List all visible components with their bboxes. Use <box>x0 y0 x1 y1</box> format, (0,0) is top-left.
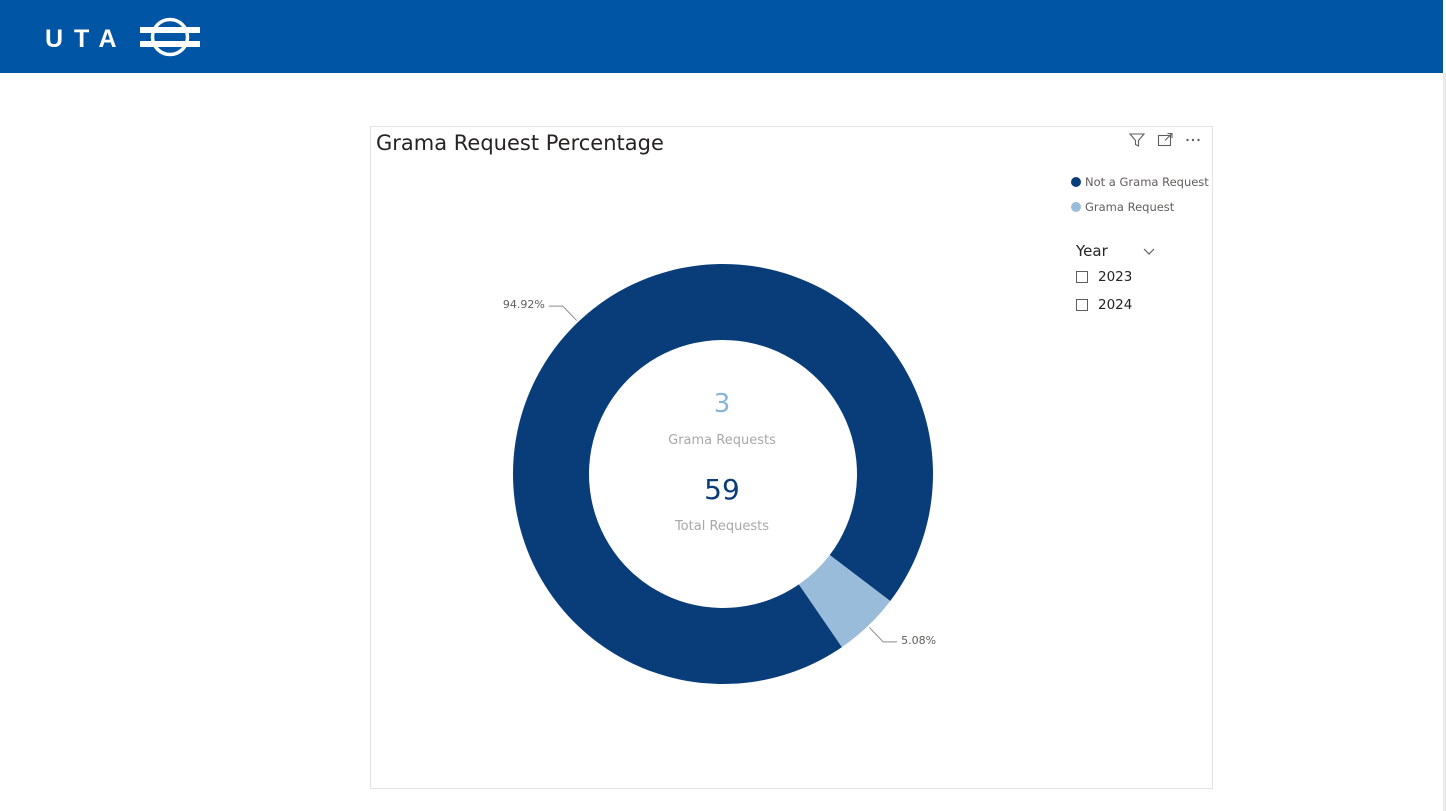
slicer-option-label: 2023 <box>1098 269 1133 285</box>
slicer-option-label: 2024 <box>1098 297 1133 313</box>
data-label-not-grama: 94.92% <box>502 298 545 312</box>
legend-dot <box>1071 201 1081 212</box>
legend-item-grama[interactable]: Grama Request <box>1071 194 1209 219</box>
more-options-icon[interactable] <box>1184 131 1202 149</box>
leader-line <box>868 627 898 643</box>
donut-chart <box>513 264 933 685</box>
grama-request-count: 3 <box>713 389 731 419</box>
page-right-edge <box>1443 73 1446 811</box>
logo-text: UTA <box>45 25 128 53</box>
uta-logo-mark-icon <box>140 17 200 57</box>
checkbox[interactable] <box>1076 299 1088 311</box>
donut-chart-visual[interactable]: Grama Request Percentage Not a Grama Req… <box>370 126 1213 789</box>
visual-header-icons <box>1128 131 1202 149</box>
leader-line <box>548 305 578 321</box>
slicer-option-2024[interactable]: 2024 <box>1076 291 1156 319</box>
slicer-option-2023[interactable]: 2023 <box>1076 263 1156 291</box>
filter-icon[interactable] <box>1128 131 1146 149</box>
legend-label: Not a Grama Request <box>1085 174 1209 189</box>
checkbox[interactable] <box>1076 271 1088 283</box>
legend-item-not-grama[interactable]: Not a Grama Request <box>1071 169 1209 194</box>
top-header-bar: UTA <box>0 0 1443 73</box>
total-request-count: 59 <box>704 473 740 506</box>
slicer-title: Year <box>1076 242 1108 260</box>
total-request-label: Total Requests <box>674 519 770 534</box>
data-label-grama: 5.08% <box>901 633 937 647</box>
focus-mode-icon[interactable] <box>1156 131 1174 149</box>
legend-label: Grama Request <box>1085 199 1175 214</box>
chevron-down-icon[interactable] <box>1142 244 1156 258</box>
grama-request-label: Grama Requests <box>668 433 776 448</box>
visual-title: Grama Request Percentage <box>376 131 664 155</box>
year-slicer-header[interactable]: Year <box>1076 239 1156 263</box>
legend-dot <box>1071 176 1081 187</box>
donut-slice-not-grama[interactable] <box>513 264 933 685</box>
donut-slice-grama[interactable] <box>798 555 891 648</box>
year-slicer: Year 2023 2024 <box>1076 239 1156 319</box>
chart-legend: Not a Grama Request Grama Request <box>1071 169 1209 219</box>
